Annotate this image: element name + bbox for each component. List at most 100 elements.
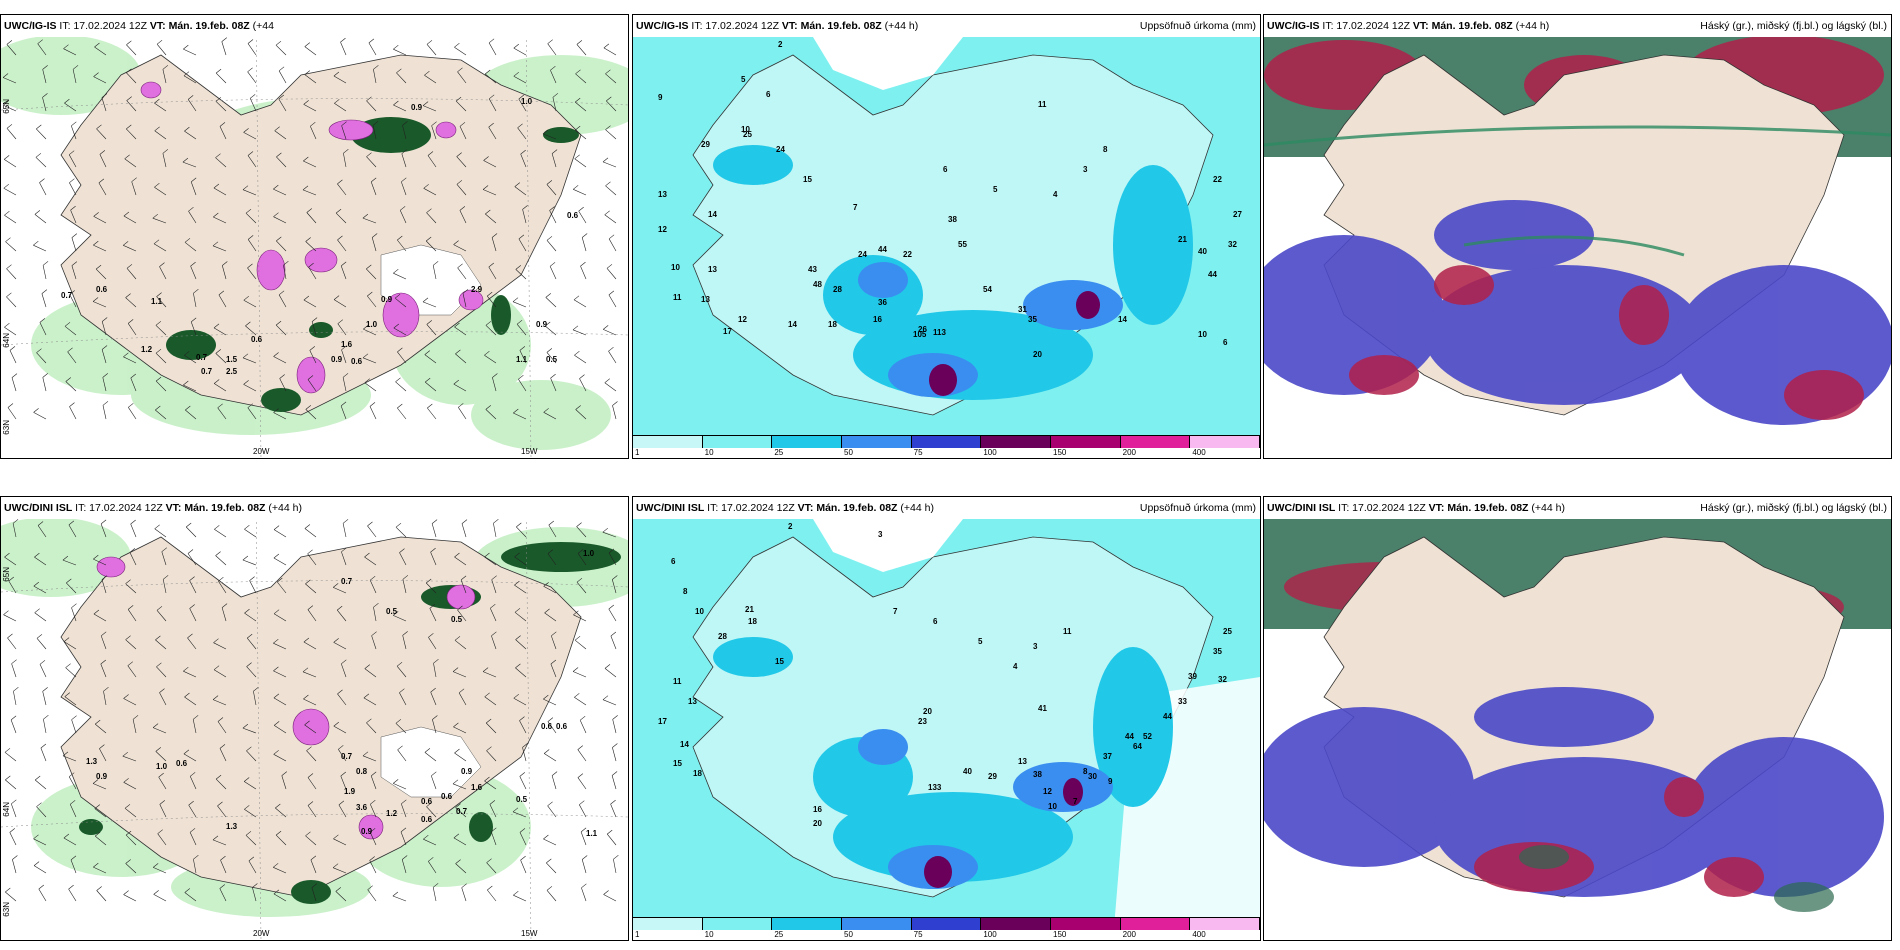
wind-barb-flag xyxy=(399,548,405,553)
wind-barb xyxy=(425,240,437,252)
wind-barb xyxy=(219,126,227,140)
model-name: UWC/DINI ISL xyxy=(636,502,705,514)
wind-barb xyxy=(155,639,167,650)
wind-barb-flag xyxy=(34,210,41,215)
lead-time: (+44 h) xyxy=(900,502,934,514)
wind-barb xyxy=(273,557,287,566)
wind-barb xyxy=(606,268,617,280)
wind-barb-flag xyxy=(123,778,129,783)
wind-barb-flag xyxy=(486,858,492,863)
wind-barb-flag xyxy=(455,96,462,102)
value-label: 0.9 xyxy=(96,772,108,781)
wind-barb-flag xyxy=(242,185,249,190)
wind-barb xyxy=(279,378,287,392)
wind-barb xyxy=(550,663,557,678)
value-label: 52 xyxy=(1143,732,1152,741)
wind-barb xyxy=(245,325,257,336)
wind-barb xyxy=(546,184,557,196)
model-name: UWC/DINI ISL xyxy=(4,502,73,514)
value-label: 35 xyxy=(1028,315,1037,324)
wind-barb xyxy=(184,892,197,902)
wind-barb-flag xyxy=(247,633,253,639)
value-label: 13 xyxy=(688,697,697,706)
wind-barb-flag xyxy=(373,65,379,70)
colorbar-swatch xyxy=(911,436,982,448)
wind-barb-flag xyxy=(70,205,76,211)
value-label: 16 xyxy=(813,805,822,814)
wind-barb-flag xyxy=(308,262,314,268)
wind-barb xyxy=(572,329,587,336)
wind-barb-flag xyxy=(126,68,132,74)
wind-barb xyxy=(128,407,137,420)
wind-barb-flag xyxy=(100,659,106,665)
wind-barb xyxy=(485,213,497,224)
wind-barb-flag xyxy=(612,401,618,406)
wind-barb xyxy=(246,637,257,650)
value-label: 14 xyxy=(788,320,797,329)
wind-barb-flag xyxy=(484,776,490,782)
wind-barb xyxy=(604,214,617,224)
wind-barb xyxy=(341,663,347,678)
wind-barb-flag xyxy=(395,719,402,724)
wind-barb-flag xyxy=(613,854,619,860)
wind-barb xyxy=(493,523,497,538)
wind-barb xyxy=(42,97,47,112)
wind-barb-flag xyxy=(582,855,588,860)
wind-barb xyxy=(153,243,167,252)
wind-barb xyxy=(549,266,557,280)
wind-barb-flag xyxy=(215,153,221,158)
wind-barb xyxy=(551,775,557,790)
wind-barb-flag xyxy=(5,237,11,242)
wind-barb xyxy=(307,379,317,392)
lon-label-20w: 20W xyxy=(253,447,270,456)
wind-barb-flag xyxy=(573,295,580,301)
wind-barb xyxy=(486,862,497,874)
wind-barb-flag xyxy=(3,100,9,106)
wind-barb xyxy=(36,638,47,650)
wind-barb xyxy=(96,128,107,140)
value-label: 133 xyxy=(928,783,942,792)
wind-barb-flag xyxy=(244,777,250,782)
value-label: 40 xyxy=(1198,247,1207,256)
wind-barb xyxy=(245,212,257,224)
value-label: 38 xyxy=(948,215,957,224)
wind-barb-flag xyxy=(341,345,347,351)
wind-barb-flag xyxy=(364,664,370,669)
precip-map xyxy=(633,497,1260,940)
wind-barb xyxy=(342,523,347,538)
wind-barb xyxy=(307,553,317,566)
value-label: 21 xyxy=(1178,235,1187,244)
value-label: 1.1 xyxy=(586,829,598,838)
wind-barb xyxy=(157,833,167,846)
wind-barb xyxy=(124,158,137,168)
wind-barb xyxy=(399,210,407,224)
wind-barb-flag xyxy=(274,126,280,131)
wind-barb xyxy=(369,860,377,874)
wind-barb xyxy=(397,407,407,420)
wind-barb xyxy=(364,382,377,392)
wind-barb-flag xyxy=(333,71,340,77)
value-label: 22 xyxy=(903,250,912,259)
wind-barb xyxy=(432,265,437,280)
colorbar-tick: 150 xyxy=(1053,448,1067,457)
wind-barb-flag xyxy=(94,804,100,809)
wind-barb-flag xyxy=(186,522,192,528)
value-label: 44 xyxy=(878,245,887,254)
wind-barb-flag xyxy=(247,263,253,269)
wind-barb-flag xyxy=(283,260,289,266)
wind-barb-flag xyxy=(247,403,253,408)
wind-barb-flag xyxy=(155,321,162,326)
wind-barb xyxy=(458,407,467,420)
wind-barb-flag xyxy=(551,771,558,776)
wind-barb xyxy=(94,808,107,818)
top-wind-header: UWC/IG-IS IT: 17.02.2024 12Z VT: Mán. 19… xyxy=(1,15,628,37)
wind-barb xyxy=(604,668,617,678)
wind-barb-flag xyxy=(332,863,339,868)
value-label: 26 xyxy=(918,325,927,334)
wind-barb xyxy=(424,354,437,364)
wind-barb-flag xyxy=(513,71,519,77)
wind-barb xyxy=(154,528,167,538)
wind-barb xyxy=(155,325,167,336)
wind-barb xyxy=(362,357,377,364)
wind-barb xyxy=(515,269,527,280)
